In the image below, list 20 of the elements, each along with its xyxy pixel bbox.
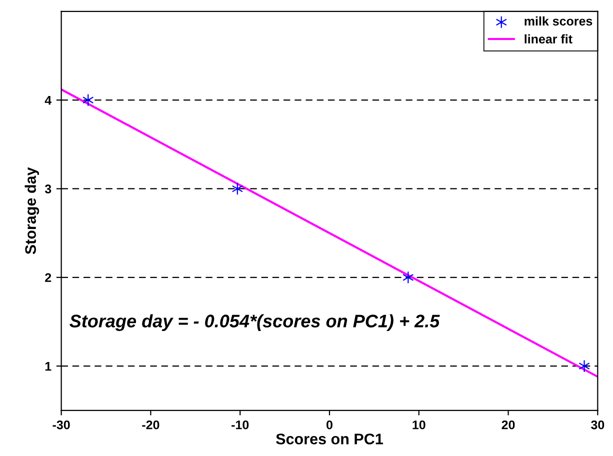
y-tick-label: 1 <box>45 362 52 371</box>
y-tick-label: 4 <box>44 96 52 105</box>
x-tick-label: -10 <box>232 420 249 430</box>
x-tick-label: 30 <box>591 420 604 430</box>
annotation: Storage day = - 0.054*(scores on PC1) + 2.5 <box>70 314 440 332</box>
x-tick-label: 10 <box>412 420 426 430</box>
point <box>82 94 94 106</box>
y-tick-label: 2 <box>45 273 52 282</box>
point <box>402 271 414 284</box>
point <box>579 360 590 372</box>
x-tick-label: 0 <box>326 420 332 430</box>
x-axis-title: Scores on PC1 <box>276 434 383 444</box>
x-tick-label: 20 <box>502 420 515 430</box>
point <box>232 182 243 195</box>
y-tick-label: 3 <box>44 184 52 194</box>
legend-label: milk scores <box>524 16 592 26</box>
legend-label: linear fit <box>524 34 572 44</box>
x-tick-label: -30 <box>52 420 70 430</box>
x-tick-label: -20 <box>142 420 160 430</box>
y-axis-title: Storage day <box>24 167 40 254</box>
